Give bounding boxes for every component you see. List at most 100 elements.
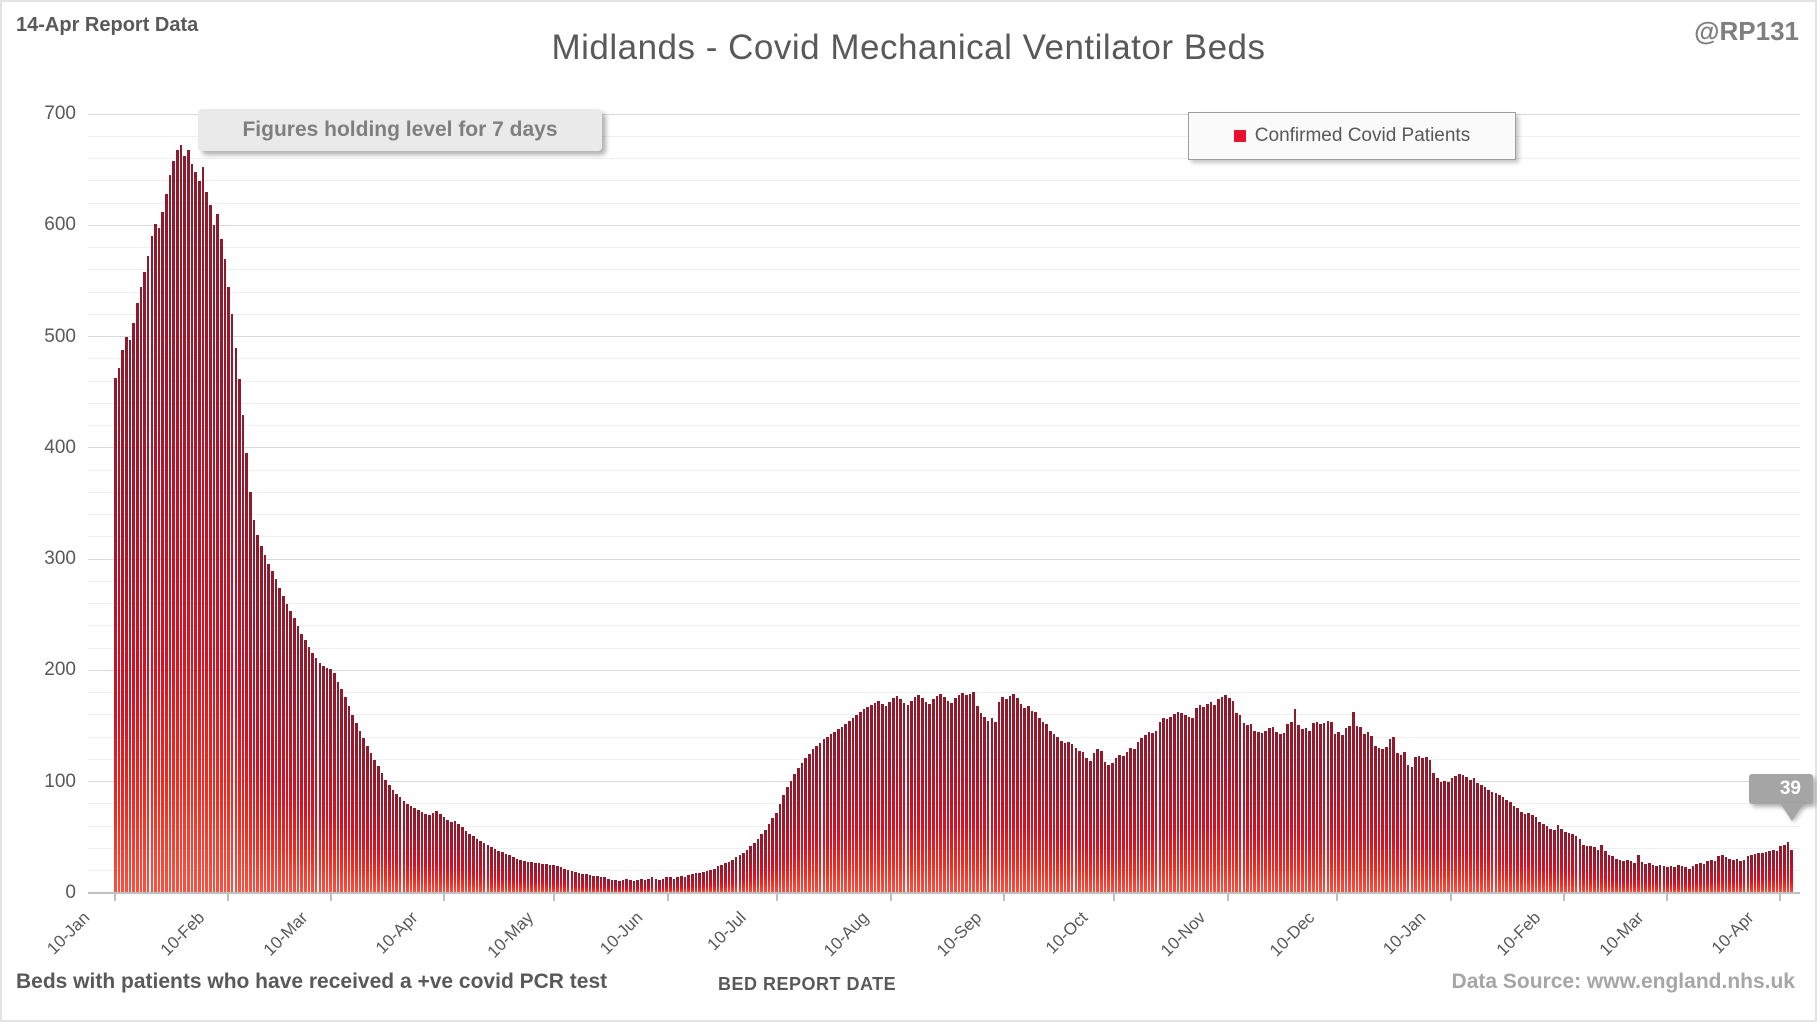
bar bbox=[738, 855, 742, 893]
bar bbox=[1220, 697, 1224, 893]
bar bbox=[1626, 859, 1629, 893]
bar bbox=[1607, 855, 1611, 893]
bar bbox=[964, 694, 968, 893]
bar bbox=[1618, 859, 1622, 893]
bar bbox=[336, 681, 340, 893]
bar bbox=[778, 804, 782, 893]
bar bbox=[647, 878, 650, 893]
bar bbox=[796, 768, 800, 893]
bar bbox=[1761, 852, 1764, 893]
bar bbox=[143, 272, 146, 893]
bar bbox=[1012, 693, 1016, 893]
bar bbox=[128, 339, 132, 893]
bar bbox=[687, 875, 690, 893]
bar bbox=[1173, 713, 1176, 893]
bar bbox=[1300, 729, 1304, 893]
bar bbox=[227, 286, 230, 893]
bar bbox=[1132, 749, 1136, 893]
bar bbox=[504, 854, 508, 893]
x-tick bbox=[1665, 894, 1668, 901]
x-tick bbox=[1226, 894, 1229, 901]
gridline-minor bbox=[88, 158, 1800, 160]
bar bbox=[1523, 814, 1527, 893]
bar bbox=[263, 554, 267, 893]
bar bbox=[771, 818, 774, 893]
bar bbox=[676, 877, 680, 893]
bar bbox=[986, 720, 990, 893]
bar bbox=[1542, 824, 1545, 893]
bar bbox=[1417, 756, 1421, 893]
bar bbox=[223, 258, 227, 893]
annotation-box: Figures holding level for 7 days bbox=[198, 109, 602, 151]
bar bbox=[1154, 730, 1158, 893]
bar bbox=[329, 669, 333, 893]
bar bbox=[453, 820, 457, 893]
bar bbox=[636, 879, 639, 893]
bar bbox=[939, 693, 942, 893]
gridline-minor bbox=[88, 135, 1800, 137]
bar bbox=[672, 878, 676, 893]
bar bbox=[369, 752, 373, 893]
bar bbox=[428, 815, 431, 893]
bar bbox=[249, 492, 252, 893]
bar bbox=[1556, 825, 1560, 893]
bar bbox=[508, 855, 512, 893]
bar bbox=[913, 697, 917, 893]
bar bbox=[1147, 731, 1151, 893]
bar bbox=[208, 205, 212, 893]
bar bbox=[1165, 719, 1169, 893]
bar bbox=[1377, 748, 1381, 893]
gridline-minor bbox=[88, 180, 1800, 182]
bar bbox=[523, 860, 526, 893]
bar bbox=[1048, 730, 1052, 893]
bar bbox=[1658, 865, 1662, 893]
bar bbox=[1421, 758, 1425, 893]
bar bbox=[822, 739, 826, 893]
bar bbox=[1593, 847, 1596, 893]
x-tick bbox=[1563, 894, 1566, 901]
bar bbox=[975, 706, 979, 893]
bar bbox=[322, 666, 325, 893]
bar bbox=[501, 851, 504, 893]
bar bbox=[1468, 779, 1472, 893]
bar bbox=[172, 160, 176, 893]
bar bbox=[1695, 864, 1698, 893]
bar bbox=[340, 689, 344, 893]
bar bbox=[1257, 731, 1260, 893]
bar bbox=[1381, 749, 1384, 893]
bar bbox=[877, 700, 880, 893]
bar bbox=[548, 865, 552, 893]
bar bbox=[121, 349, 124, 893]
bar bbox=[669, 877, 672, 893]
bar bbox=[1545, 826, 1549, 893]
bar bbox=[1560, 828, 1563, 893]
callout-pointer-icon bbox=[1779, 802, 1804, 821]
bar bbox=[599, 877, 603, 893]
bar bbox=[1622, 860, 1625, 893]
bar bbox=[658, 879, 661, 893]
bar bbox=[1702, 864, 1706, 893]
x-tick bbox=[553, 894, 556, 901]
bar bbox=[786, 787, 789, 893]
bar bbox=[1476, 782, 1479, 893]
y-tick-label: 200 bbox=[44, 659, 76, 681]
bar bbox=[1359, 727, 1362, 893]
bar bbox=[1753, 854, 1757, 893]
bar bbox=[154, 224, 157, 893]
bar bbox=[1184, 714, 1187, 893]
bar bbox=[1081, 751, 1085, 893]
bar bbox=[1428, 759, 1432, 893]
x-tick bbox=[227, 894, 230, 901]
bar bbox=[1534, 817, 1538, 893]
legend: Confirmed Covid Patients bbox=[1188, 112, 1516, 160]
bar bbox=[924, 701, 928, 893]
gridline-minor bbox=[88, 247, 1800, 249]
bar bbox=[402, 800, 406, 893]
bar bbox=[1450, 778, 1454, 893]
x-tick bbox=[329, 894, 332, 901]
bar bbox=[1768, 850, 1772, 893]
bar bbox=[855, 714, 858, 893]
bar bbox=[1246, 725, 1249, 893]
bar bbox=[811, 749, 815, 893]
bar bbox=[1019, 703, 1023, 893]
